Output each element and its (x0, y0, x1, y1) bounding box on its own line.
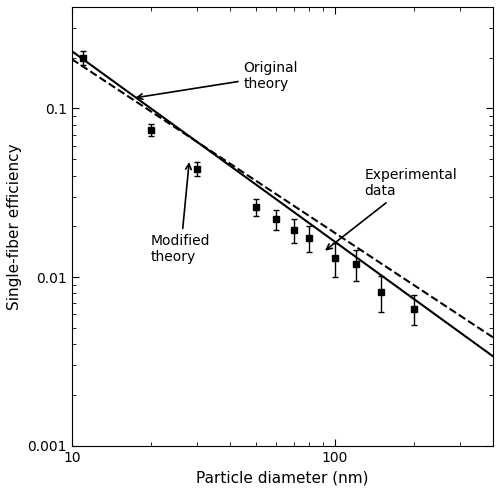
Y-axis label: Single-fiber efficiency: Single-fiber efficiency (7, 143, 22, 309)
Text: Experimental
data: Experimental data (326, 168, 458, 249)
Text: Original
theory: Original theory (137, 62, 298, 99)
Text: Modified
theory: Modified theory (151, 164, 210, 264)
X-axis label: Particle diameter (nm): Particle diameter (nm) (196, 470, 368, 485)
